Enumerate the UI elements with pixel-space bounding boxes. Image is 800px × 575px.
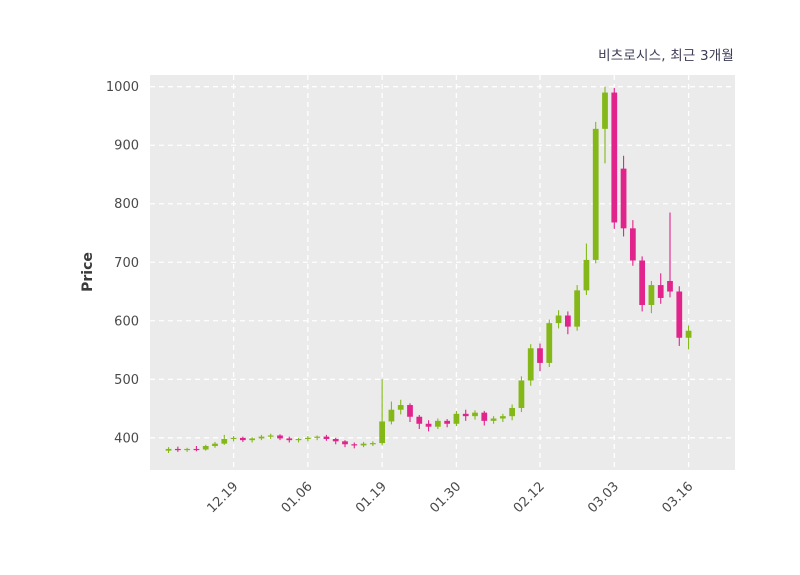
svg-text:700: 700 <box>114 256 139 271</box>
svg-text:01.19: 01.19 <box>353 479 390 516</box>
y-tick-labels: 400 500 600 700 800 900 1000 <box>106 80 139 446</box>
svg-text:12.19: 12.19 <box>204 479 241 516</box>
svg-text:600: 600 <box>114 314 139 329</box>
svg-text:400: 400 <box>114 431 139 446</box>
grid-lines <box>150 75 735 470</box>
svg-text:03.16: 03.16 <box>659 479 696 516</box>
svg-text:03.03: 03.03 <box>585 479 622 516</box>
svg-text:01.30: 01.30 <box>427 479 464 516</box>
svg-text:01.06: 01.06 <box>279 479 316 516</box>
svg-text:02.12: 02.12 <box>511 479 548 516</box>
candles <box>165 86 692 454</box>
chart-title: 비츠로시스, 최근 3개월 <box>598 48 734 64</box>
svg-text:900: 900 <box>114 139 139 154</box>
plot-background <box>150 75 735 470</box>
x-tick-labels: 12.19 01.06 01.19 01.30 02.12 03.03 03.16 <box>204 479 696 516</box>
svg-text:1000: 1000 <box>106 80 139 95</box>
svg-text:800: 800 <box>114 197 139 212</box>
svg-text:500: 500 <box>114 373 139 388</box>
